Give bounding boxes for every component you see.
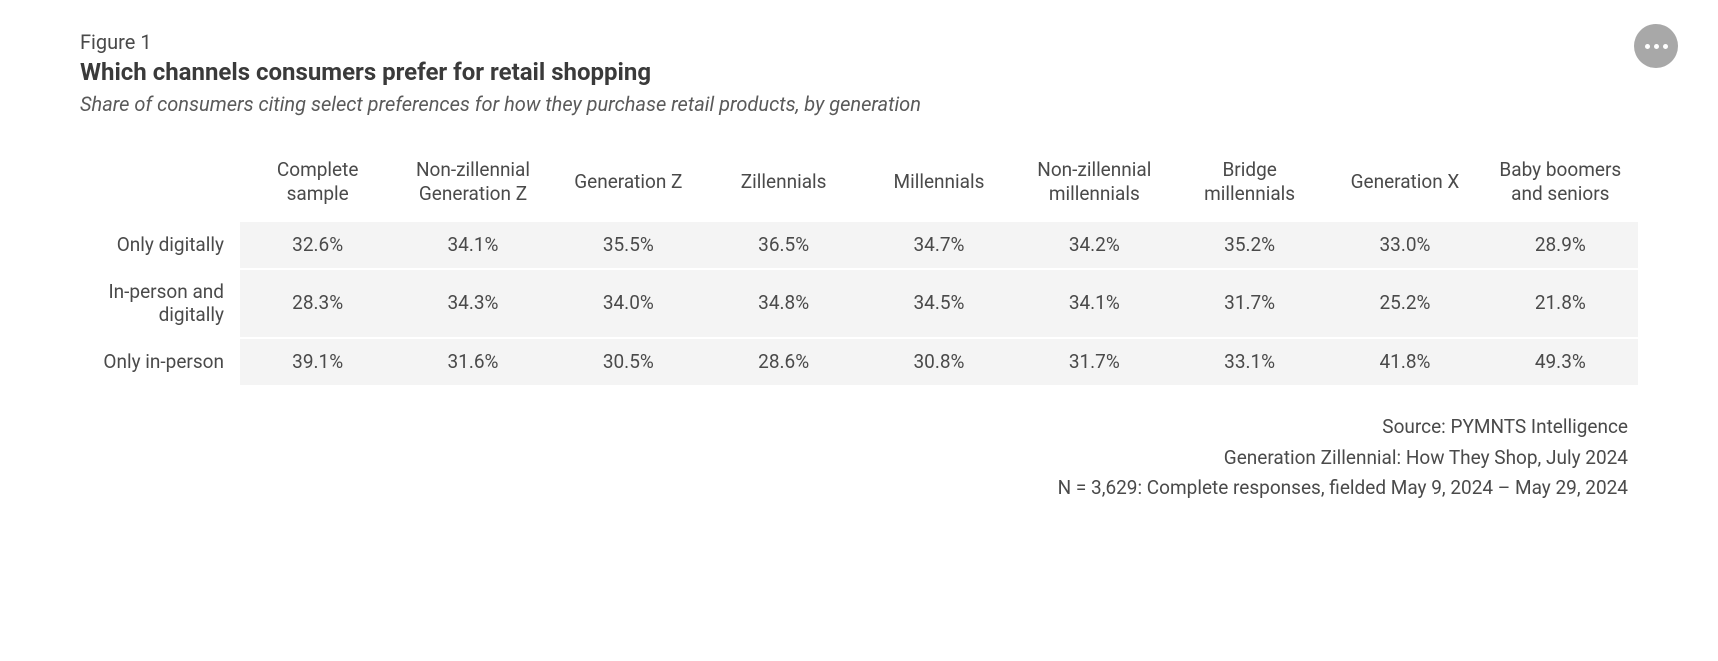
table-header-row: Complete sample Non-zillennial Generatio… [80, 152, 1638, 221]
figure-number: Figure 1 [80, 30, 1638, 54]
cell: 34.1% [1017, 269, 1172, 339]
cell: 28.9% [1483, 221, 1638, 269]
col-header: Millennials [861, 152, 1016, 221]
cell: 34.5% [861, 269, 1016, 339]
figure-title: Which channels consumers prefer for reta… [80, 58, 1638, 86]
table-row: In-person and digitally 28.3% 34.3% 34.0… [80, 269, 1638, 339]
figure-subtitle: Share of consumers citing select prefere… [80, 92, 1638, 116]
row-label: Only digitally [80, 221, 240, 269]
cell: 39.1% [240, 338, 395, 386]
cell: 28.6% [706, 338, 861, 386]
cell: 35.5% [551, 221, 706, 269]
cell: 34.2% [1017, 221, 1172, 269]
col-header: Zillennials [706, 152, 861, 221]
cell: 31.7% [1017, 338, 1172, 386]
more-options-button[interactable] [1634, 24, 1678, 68]
cell: 49.3% [1483, 338, 1638, 386]
cell: 36.5% [706, 221, 861, 269]
cell: 31.7% [1172, 269, 1327, 339]
cell: 35.2% [1172, 221, 1327, 269]
cell: 31.6% [395, 338, 550, 386]
cell: 21.8% [1483, 269, 1638, 339]
cell: 34.7% [861, 221, 1016, 269]
cell: 33.1% [1172, 338, 1327, 386]
cell: 30.8% [861, 338, 1016, 386]
cell: 33.0% [1327, 221, 1482, 269]
footnote-n: N = 3,629: Complete responses, fielded M… [80, 474, 1628, 503]
table-row: Only digitally 32.6% 34.1% 35.5% 36.5% 3… [80, 221, 1638, 269]
row-label: Only in-person [80, 338, 240, 386]
col-header: Generation X [1327, 152, 1482, 221]
table-row: Only in-person 39.1% 31.6% 30.5% 28.6% 3… [80, 338, 1638, 386]
cell: 32.6% [240, 221, 395, 269]
data-table: Complete sample Non-zillennial Generatio… [80, 152, 1638, 387]
cell: 28.3% [240, 269, 395, 339]
figure-container: Figure 1 Which channels consumers prefer… [80, 30, 1638, 503]
col-header: Generation Z [551, 152, 706, 221]
footnote-source: Source: PYMNTS Intelligence [80, 413, 1628, 442]
cell: 30.5% [551, 338, 706, 386]
cell: 34.8% [706, 269, 861, 339]
footnote-report: Generation Zillennial: How They Shop, Ju… [80, 444, 1628, 473]
cell: 34.1% [395, 221, 550, 269]
col-header: Non-zillennial millennials [1017, 152, 1172, 221]
cell: 25.2% [1327, 269, 1482, 339]
col-header: Complete sample [240, 152, 395, 221]
col-header: Baby boomers and seniors [1483, 152, 1638, 221]
cell: 34.0% [551, 269, 706, 339]
header-blank [80, 152, 240, 221]
cell: 41.8% [1327, 338, 1482, 386]
more-horizontal-icon [1645, 44, 1668, 49]
row-label: In-person and digitally [80, 269, 240, 339]
footnotes: Source: PYMNTS Intelligence Generation Z… [80, 413, 1638, 503]
cell: 34.3% [395, 269, 550, 339]
col-header: Bridge millennials [1172, 152, 1327, 221]
col-header: Non-zillennial Generation Z [395, 152, 550, 221]
